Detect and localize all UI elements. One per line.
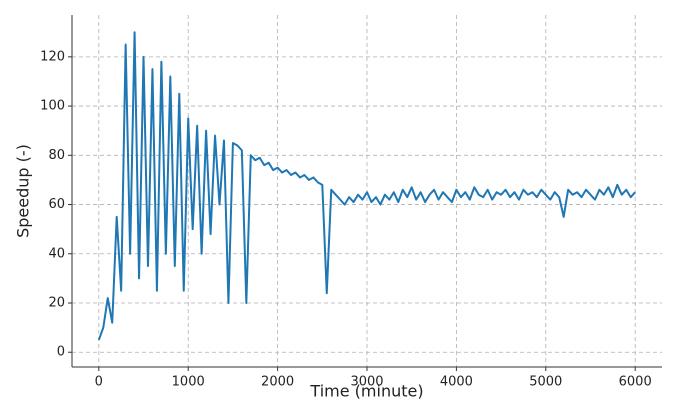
- x-tick-label: 1000: [172, 375, 205, 390]
- y-tick-label: 60: [48, 197, 65, 212]
- y-tick-label: 80: [48, 148, 65, 163]
- x-tick-label: 2000: [261, 375, 294, 390]
- x-tick-label: 0: [95, 375, 103, 390]
- y-tick-label: 20: [48, 296, 65, 311]
- x-tick-label: 5000: [529, 375, 562, 390]
- y-tick-label: 100: [40, 99, 65, 114]
- x-axis-title: Time (minute): [309, 382, 423, 401]
- y-axis-title: Speedup (-): [14, 144, 33, 238]
- data-line: [97, 31, 636, 341]
- x-tick-label: 3000: [350, 375, 383, 390]
- x-tick-label: 4000: [440, 375, 473, 390]
- y-tick-label: 0: [57, 345, 65, 360]
- x-tick-label: 6000: [619, 375, 652, 390]
- y-tick-label: 120: [40, 49, 65, 64]
- y-tick-label: 40: [48, 246, 65, 261]
